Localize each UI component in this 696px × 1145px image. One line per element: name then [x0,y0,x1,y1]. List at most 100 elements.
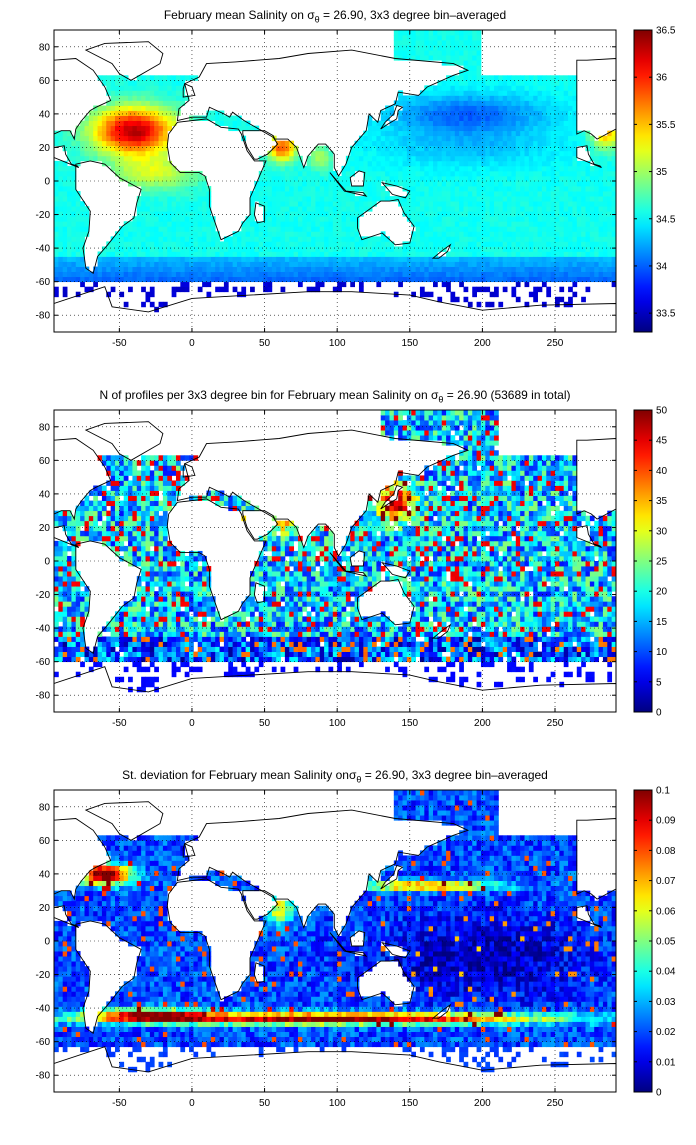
data-cell [555,206,560,211]
data-cell [442,161,447,166]
data-cell [106,151,111,156]
data-cell [124,642,129,647]
data-cell [150,541,155,546]
data-cell [429,277,434,282]
data-cell [546,156,551,161]
data-cell [320,257,325,262]
data-cell [115,621,120,626]
data-cell [538,171,543,176]
data-cell [551,267,556,272]
data-cell [294,201,299,206]
data-cell [150,191,155,196]
data-cell [333,262,338,267]
data-cell [106,647,111,652]
data-cell [76,211,81,216]
data-cell [494,171,499,176]
data-cell [115,531,120,536]
data-cell [429,191,434,196]
data-cell [58,257,63,262]
data-cell [446,141,451,146]
data-cell [355,272,360,277]
data-cell [176,186,181,191]
data-cell [71,521,76,526]
data-cell [551,161,556,166]
data-cell [459,151,464,156]
data-cell [520,100,525,105]
data-cell [119,516,124,521]
data-cell [564,171,569,176]
data-cell [67,596,72,601]
data-cell [193,246,198,251]
data-cell [446,85,451,90]
data-cell [85,657,90,662]
data-cell [520,131,525,136]
data-cell [429,267,434,272]
data-cell [468,75,473,80]
data-cell [446,90,451,95]
data-cell [424,201,429,206]
data-cell [342,221,347,226]
data-cell [154,536,159,541]
data-cell [54,221,59,226]
data-cell [599,216,604,221]
data-cell [132,85,137,90]
data-cell [590,171,595,176]
data-cell [355,257,360,262]
data-cell [403,156,408,161]
data-cell [111,616,116,621]
data-cell [516,246,521,251]
data-cell [411,272,416,277]
data-cell [472,216,477,221]
colorbar-tick-label: 33.5 [656,309,676,320]
data-cell [551,251,556,256]
data-cell [128,166,133,171]
data-cell [546,191,551,196]
data-cell [272,257,277,262]
data-cell [546,206,551,211]
data-cell [172,267,177,272]
data-cell [163,100,168,105]
data-cell [180,216,185,221]
data-cell [359,206,364,211]
data-cell [154,196,159,201]
data-cell [590,251,595,256]
data-cell [372,191,377,196]
data-cell [546,201,551,206]
data-cell [58,141,63,146]
data-cell [128,556,133,561]
data-cell [150,526,155,531]
data-cell [145,637,150,642]
data-cell [594,211,599,216]
data-cell [141,206,146,211]
data-cell [54,181,59,186]
data-cell [154,460,159,465]
data-cell [603,216,608,221]
data-cell [115,156,120,161]
data-cell [411,131,416,136]
data-cell [520,176,525,181]
data-cell [577,141,582,146]
data-cell [468,65,473,70]
data-cell [289,166,294,171]
data-cell [124,151,129,156]
data-cell [141,501,146,506]
data-cell [538,126,543,131]
data-cell [281,231,286,236]
data-cell [119,657,124,662]
data-cell [485,146,490,151]
data-cell [71,621,76,626]
data-cell [159,581,164,586]
data-cell [529,191,534,196]
data-cell [111,642,116,647]
data-cell [481,156,486,161]
data-cell [115,90,120,95]
data-cell [437,181,442,186]
data-cell [450,146,455,151]
data-cell [424,216,429,221]
data-cell [176,221,181,226]
data-cell [607,156,612,161]
data-cell [63,236,68,241]
data-cell [350,241,355,246]
data-cell [424,106,429,111]
data-cell [498,231,503,236]
